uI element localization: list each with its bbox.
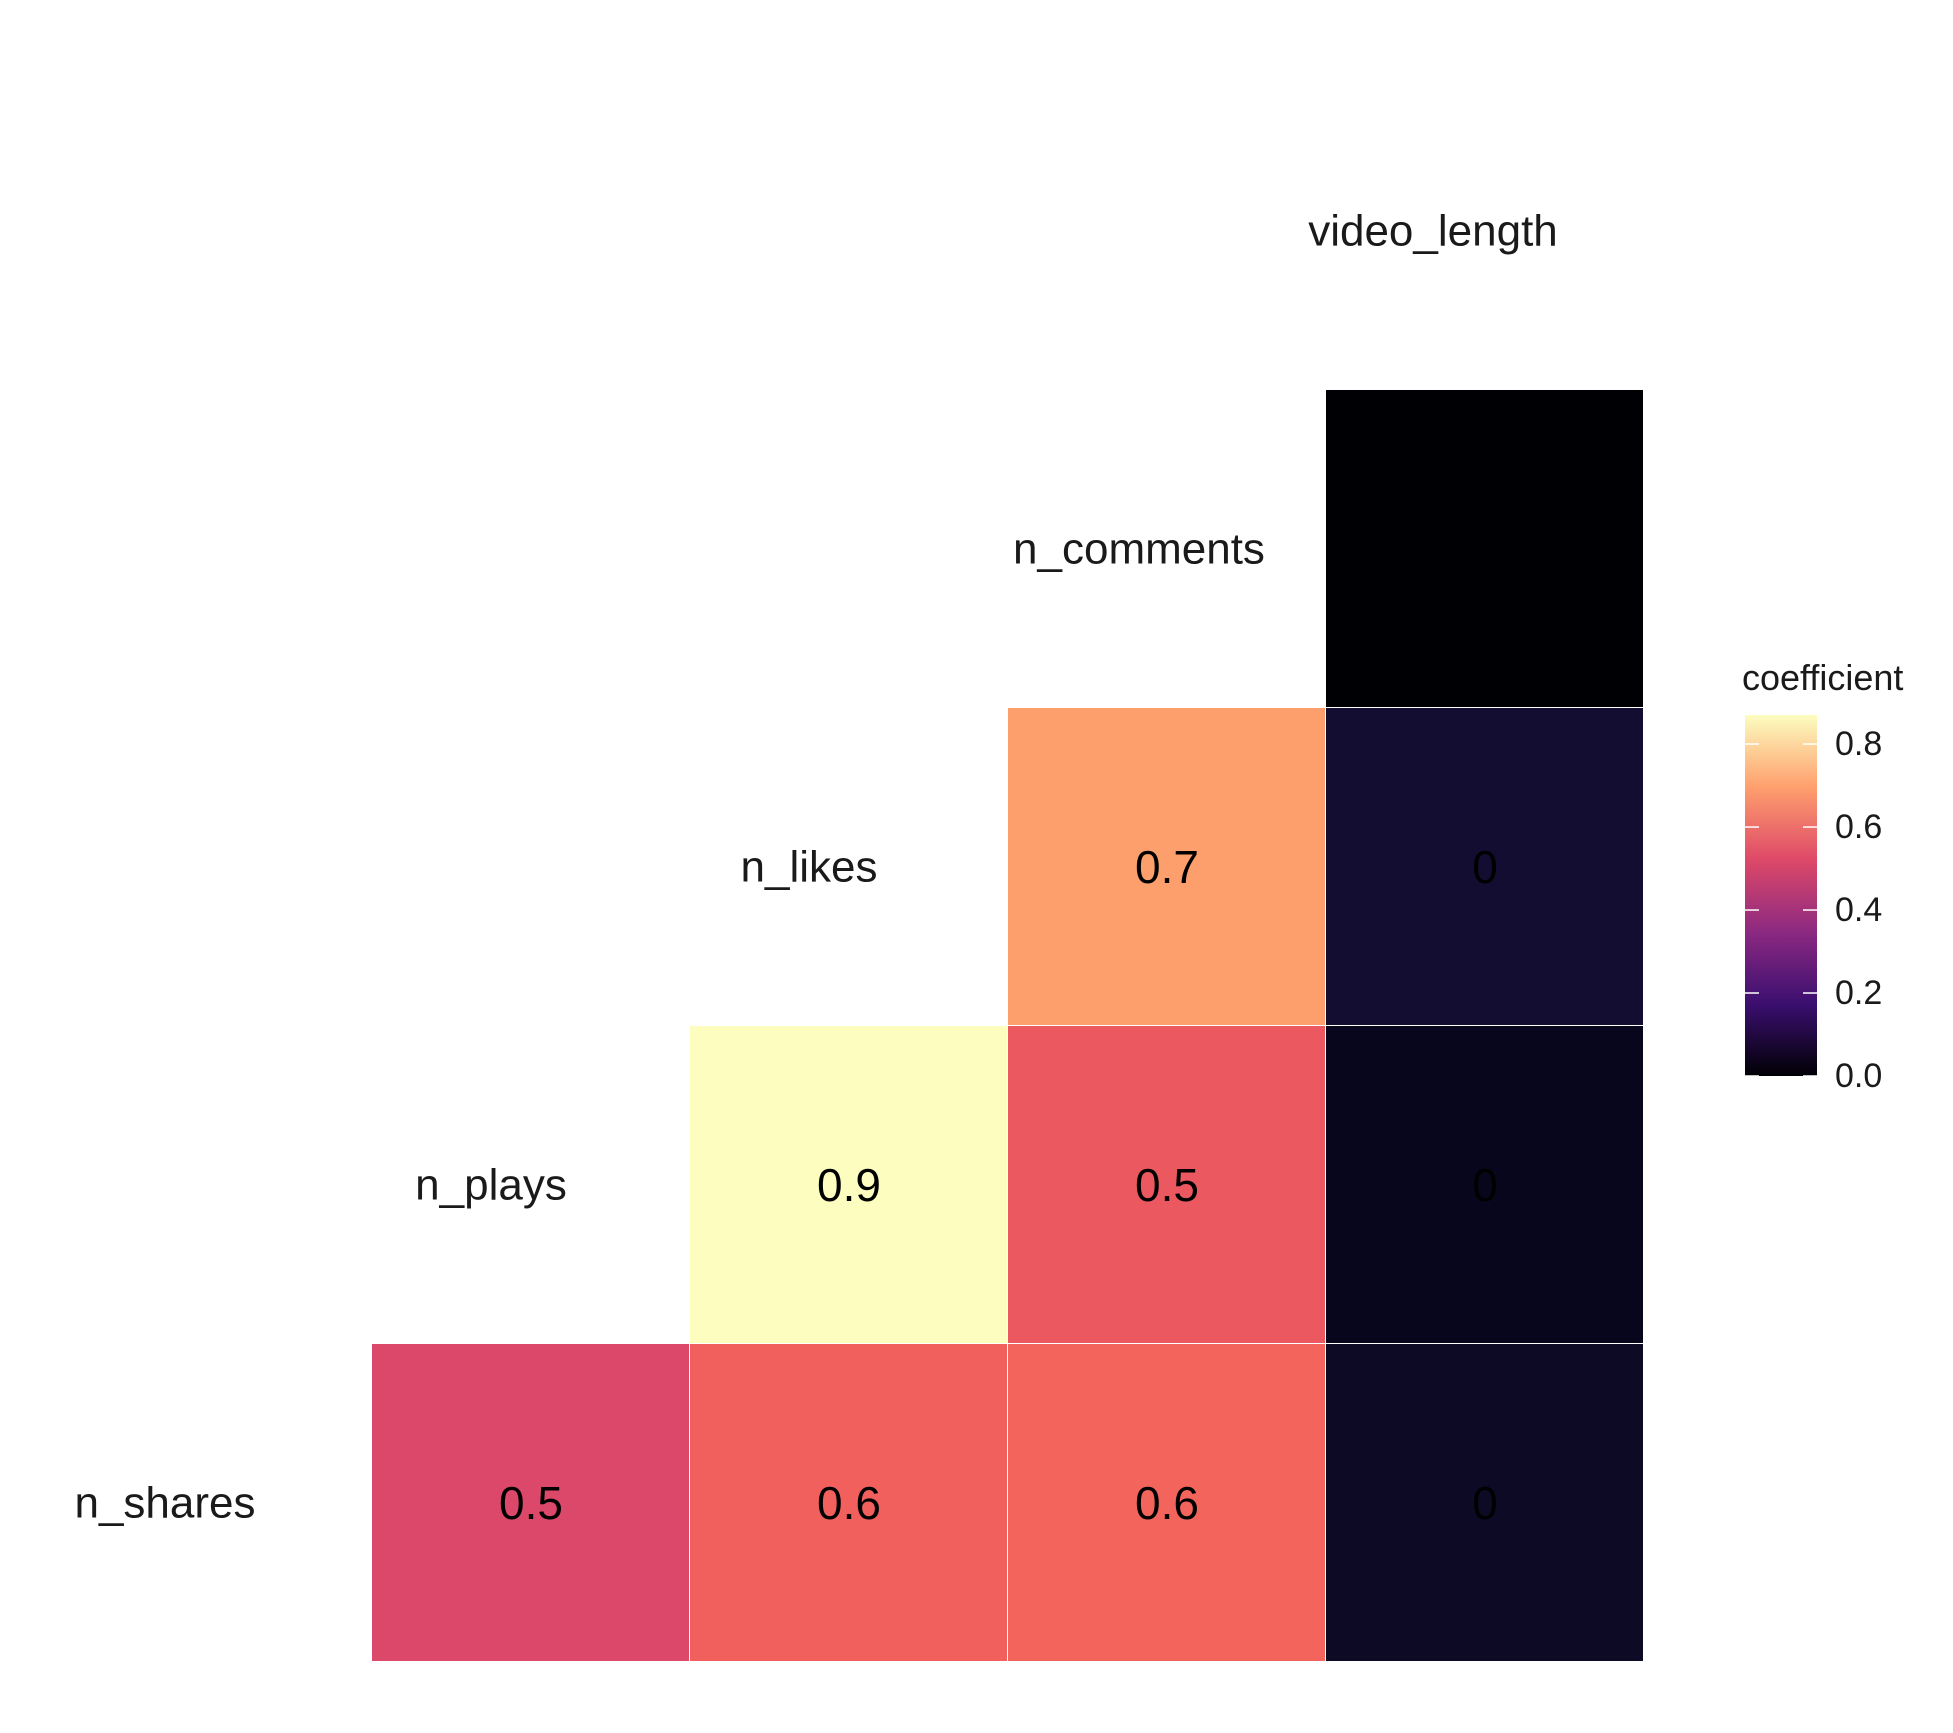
cell-value-label: 0.9 (817, 1159, 881, 1211)
legend-ticks: 0.0 0.2 0.4 0.6 0.8 (1745, 725, 1882, 1095)
cell-value-label: 0.6 (817, 1477, 881, 1529)
variable-label-n_likes: n_likes (741, 843, 878, 892)
variable-label-n_plays: n_plays (415, 1161, 567, 1210)
cell-value-label: 0.6 (1135, 1477, 1199, 1529)
cell-value-label: 0 (1472, 1477, 1498, 1529)
heatmap-cell-n_shares-n_comments (1008, 1344, 1325, 1661)
heatmap-cell-n_plays-n_likes (690, 1026, 1007, 1343)
variable-label-video_length: video_length (1308, 207, 1558, 256)
cell-value-label: 0.5 (499, 1477, 563, 1529)
heatmap-cell-n_shares-video_length (1326, 1344, 1643, 1661)
legend-title: coefficient (1742, 657, 1903, 698)
cell-value-label: 0 (1472, 1159, 1498, 1211)
legend-colorbar (1745, 715, 1817, 1076)
heatmap-cell-n_plays-n_comments (1008, 1026, 1325, 1343)
cells-layer: 0.5 0.6 0.6 0 0.9 0.5 0 0.7 0 (372, 390, 1643, 1661)
heatmap-cell-n_plays-video_length (1326, 1026, 1643, 1343)
legend-tick-label: 0.6 (1835, 808, 1882, 846)
heatmap-cell-n_shares-n_likes (690, 1344, 1007, 1661)
legend-tick-label: 0.2 (1835, 974, 1882, 1012)
legend: coefficient 0.0 0.2 0.4 0.6 0.8 (1742, 657, 1903, 1095)
heatmap-cell-n_likes-video_length (1326, 708, 1643, 1025)
heatmap-cell-n_likes-n_comments (1008, 708, 1325, 1025)
cell-value-label: 0 (1472, 841, 1498, 893)
legend-tick-label: 0.0 (1835, 1057, 1882, 1095)
variable-label-n_shares: n_shares (74, 1479, 255, 1528)
variable-label-n_comments: n_comments (1013, 525, 1265, 574)
cell-value-label: 0.5 (1135, 1159, 1199, 1211)
legend-tick-label: 0.8 (1835, 725, 1882, 763)
variable-labels: n_shares n_plays n_likes n_comments video_le… (74, 207, 1557, 1528)
heatmap-cell-n_comments-video_length (1326, 390, 1643, 707)
heatmap-cell-n_shares-n_plays (372, 1344, 689, 1661)
legend-tick-label: 0.4 (1835, 891, 1882, 929)
cell-value-label: 0.7 (1135, 841, 1199, 893)
